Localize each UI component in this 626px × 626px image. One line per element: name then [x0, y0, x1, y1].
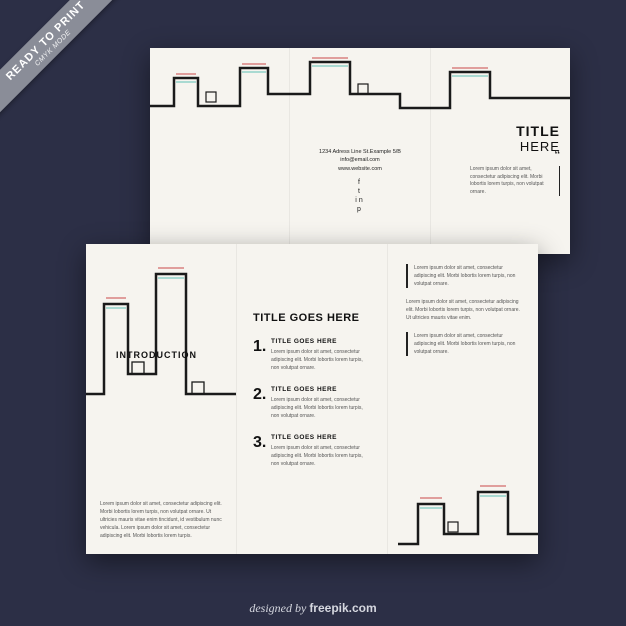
- geometric-decoration-bottom: [398, 474, 538, 554]
- item-heading: TITLE GOES HERE: [271, 386, 371, 393]
- outside-panel-cover: TITLE HERE “ Lorem ipsum dolor sit amet,…: [431, 48, 570, 254]
- item-body: Lorem ipsum dolor sit amet, consectetur …: [271, 444, 371, 468]
- inside-panel-center: TITLE GOES HERE 1. TITLE GOES HERE Lorem…: [237, 244, 388, 554]
- cover-title-block: TITLE HERE “ Lorem ipsum dolor sit amet,…: [470, 123, 560, 196]
- item-heading: TITLE GOES HERE: [271, 338, 371, 345]
- footer-credit: designed by freepik.com: [0, 601, 626, 616]
- item-body: Lorem ipsum dolor sit amet, consectetur …: [271, 348, 371, 372]
- item-heading: TITLE GOES HERE: [271, 434, 371, 441]
- cover-quote: Lorem ipsum dolor sit amet, consectetur …: [470, 166, 560, 196]
- inside-panel-right: Lorem ipsum dolor sit amet, consectetur …: [388, 244, 538, 554]
- list-item: 1. TITLE GOES HERE Lorem ipsum dolor sit…: [253, 338, 371, 372]
- center-title: TITLE GOES HERE: [253, 312, 377, 324]
- brochure-inside: INTRODUCTION Lorem ipsum dolor sit amet,…: [86, 244, 538, 554]
- quote-mark-icon: “: [470, 154, 560, 160]
- geometric-decoration-left: [86, 244, 236, 414]
- item-body: Lorem ipsum dolor sit amet, consectetur …: [271, 396, 371, 420]
- outside-panel-back: 1234 Adress Line St.Example 5/B info@ema…: [290, 48, 430, 254]
- outside-panel-flap: [150, 48, 290, 254]
- cover-title-line1: TITLE: [470, 123, 560, 139]
- contact-address: 1234 Adress Line St.Example 5/B: [300, 148, 419, 156]
- facebook-icon: f: [300, 179, 419, 186]
- paragraph-block: Lorem ipsum dolor sit amet, consectetur …: [406, 298, 520, 322]
- quote-block: Lorem ipsum dolor sit amet, consectetur …: [406, 332, 520, 356]
- intro-heading: INTRODUCTION: [116, 350, 197, 360]
- contact-block: 1234 Adress Line St.Example 5/B info@ema…: [300, 148, 419, 173]
- item-number: 3.: [253, 434, 271, 468]
- footer-prefix: designed by: [249, 601, 309, 615]
- corner-ribbon: READY TO PRINT CMYK MODE: [0, 0, 129, 124]
- linkedin-icon: in: [300, 197, 419, 204]
- inside-panel-left: INTRODUCTION Lorem ipsum dolor sit amet,…: [86, 244, 237, 554]
- ribbon-title: READY TO PRINT: [0, 0, 121, 116]
- twitter-icon: t: [300, 188, 419, 195]
- list-item: 3. TITLE GOES HERE Lorem ipsum dolor sit…: [253, 434, 371, 468]
- item-number: 2.: [253, 386, 271, 420]
- quote-block: Lorem ipsum dolor sit amet, consectetur …: [406, 264, 520, 288]
- list-item: 2. TITLE GOES HERE Lorem ipsum dolor sit…: [253, 386, 371, 420]
- pinterest-icon: p: [300, 206, 419, 213]
- footer-brand: freepik.com: [309, 601, 376, 615]
- cover-title-line2: HERE: [470, 139, 560, 154]
- brochure-outside: 1234 Adress Line St.Example 5/B info@ema…: [150, 48, 570, 254]
- contact-website: www.website.com: [300, 165, 419, 173]
- contact-email: info@email.com: [300, 156, 419, 164]
- social-icons: f t in p: [300, 179, 419, 213]
- item-number: 1.: [253, 338, 271, 372]
- intro-body: Lorem ipsum dolor sit amet, consectetur …: [100, 500, 222, 540]
